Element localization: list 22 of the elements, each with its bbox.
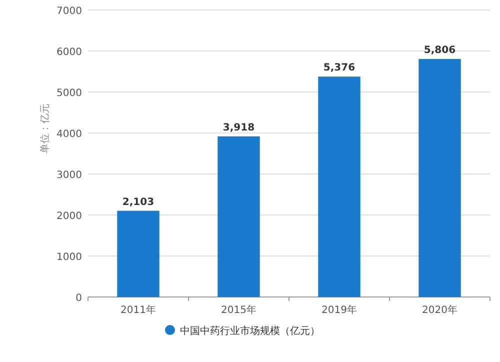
y-tick-label: 1000 (56, 252, 82, 263)
data-label: 5,376 (323, 62, 356, 74)
data-label: 5,806 (424, 44, 456, 56)
data-label: 2,103 (122, 196, 154, 208)
x-tick-label: 2019年 (322, 304, 357, 316)
bar (218, 136, 260, 297)
bar (117, 210, 160, 297)
x-tick-label: 2011年 (120, 304, 156, 316)
y-axis-title: 单位：亿元 (39, 104, 51, 154)
y-tick-label: 5000 (56, 88, 82, 99)
y-tick-label: 3000 (56, 170, 82, 181)
x-tick-label: 2015年 (221, 304, 256, 316)
y-tick-label: 6000 (56, 47, 82, 58)
y-tick-label: 4000 (56, 129, 82, 140)
y-tick-label: 2000 (56, 211, 82, 222)
legend-label: 中国中药行业市场规模（亿元） (180, 325, 320, 337)
y-tick-label: 0 (76, 293, 82, 304)
x-tick-label: 2020年 (422, 304, 458, 316)
bar (318, 76, 360, 297)
y-tick-label: 7000 (56, 6, 82, 17)
bar (418, 58, 461, 297)
data-label: 3,918 (222, 122, 255, 134)
